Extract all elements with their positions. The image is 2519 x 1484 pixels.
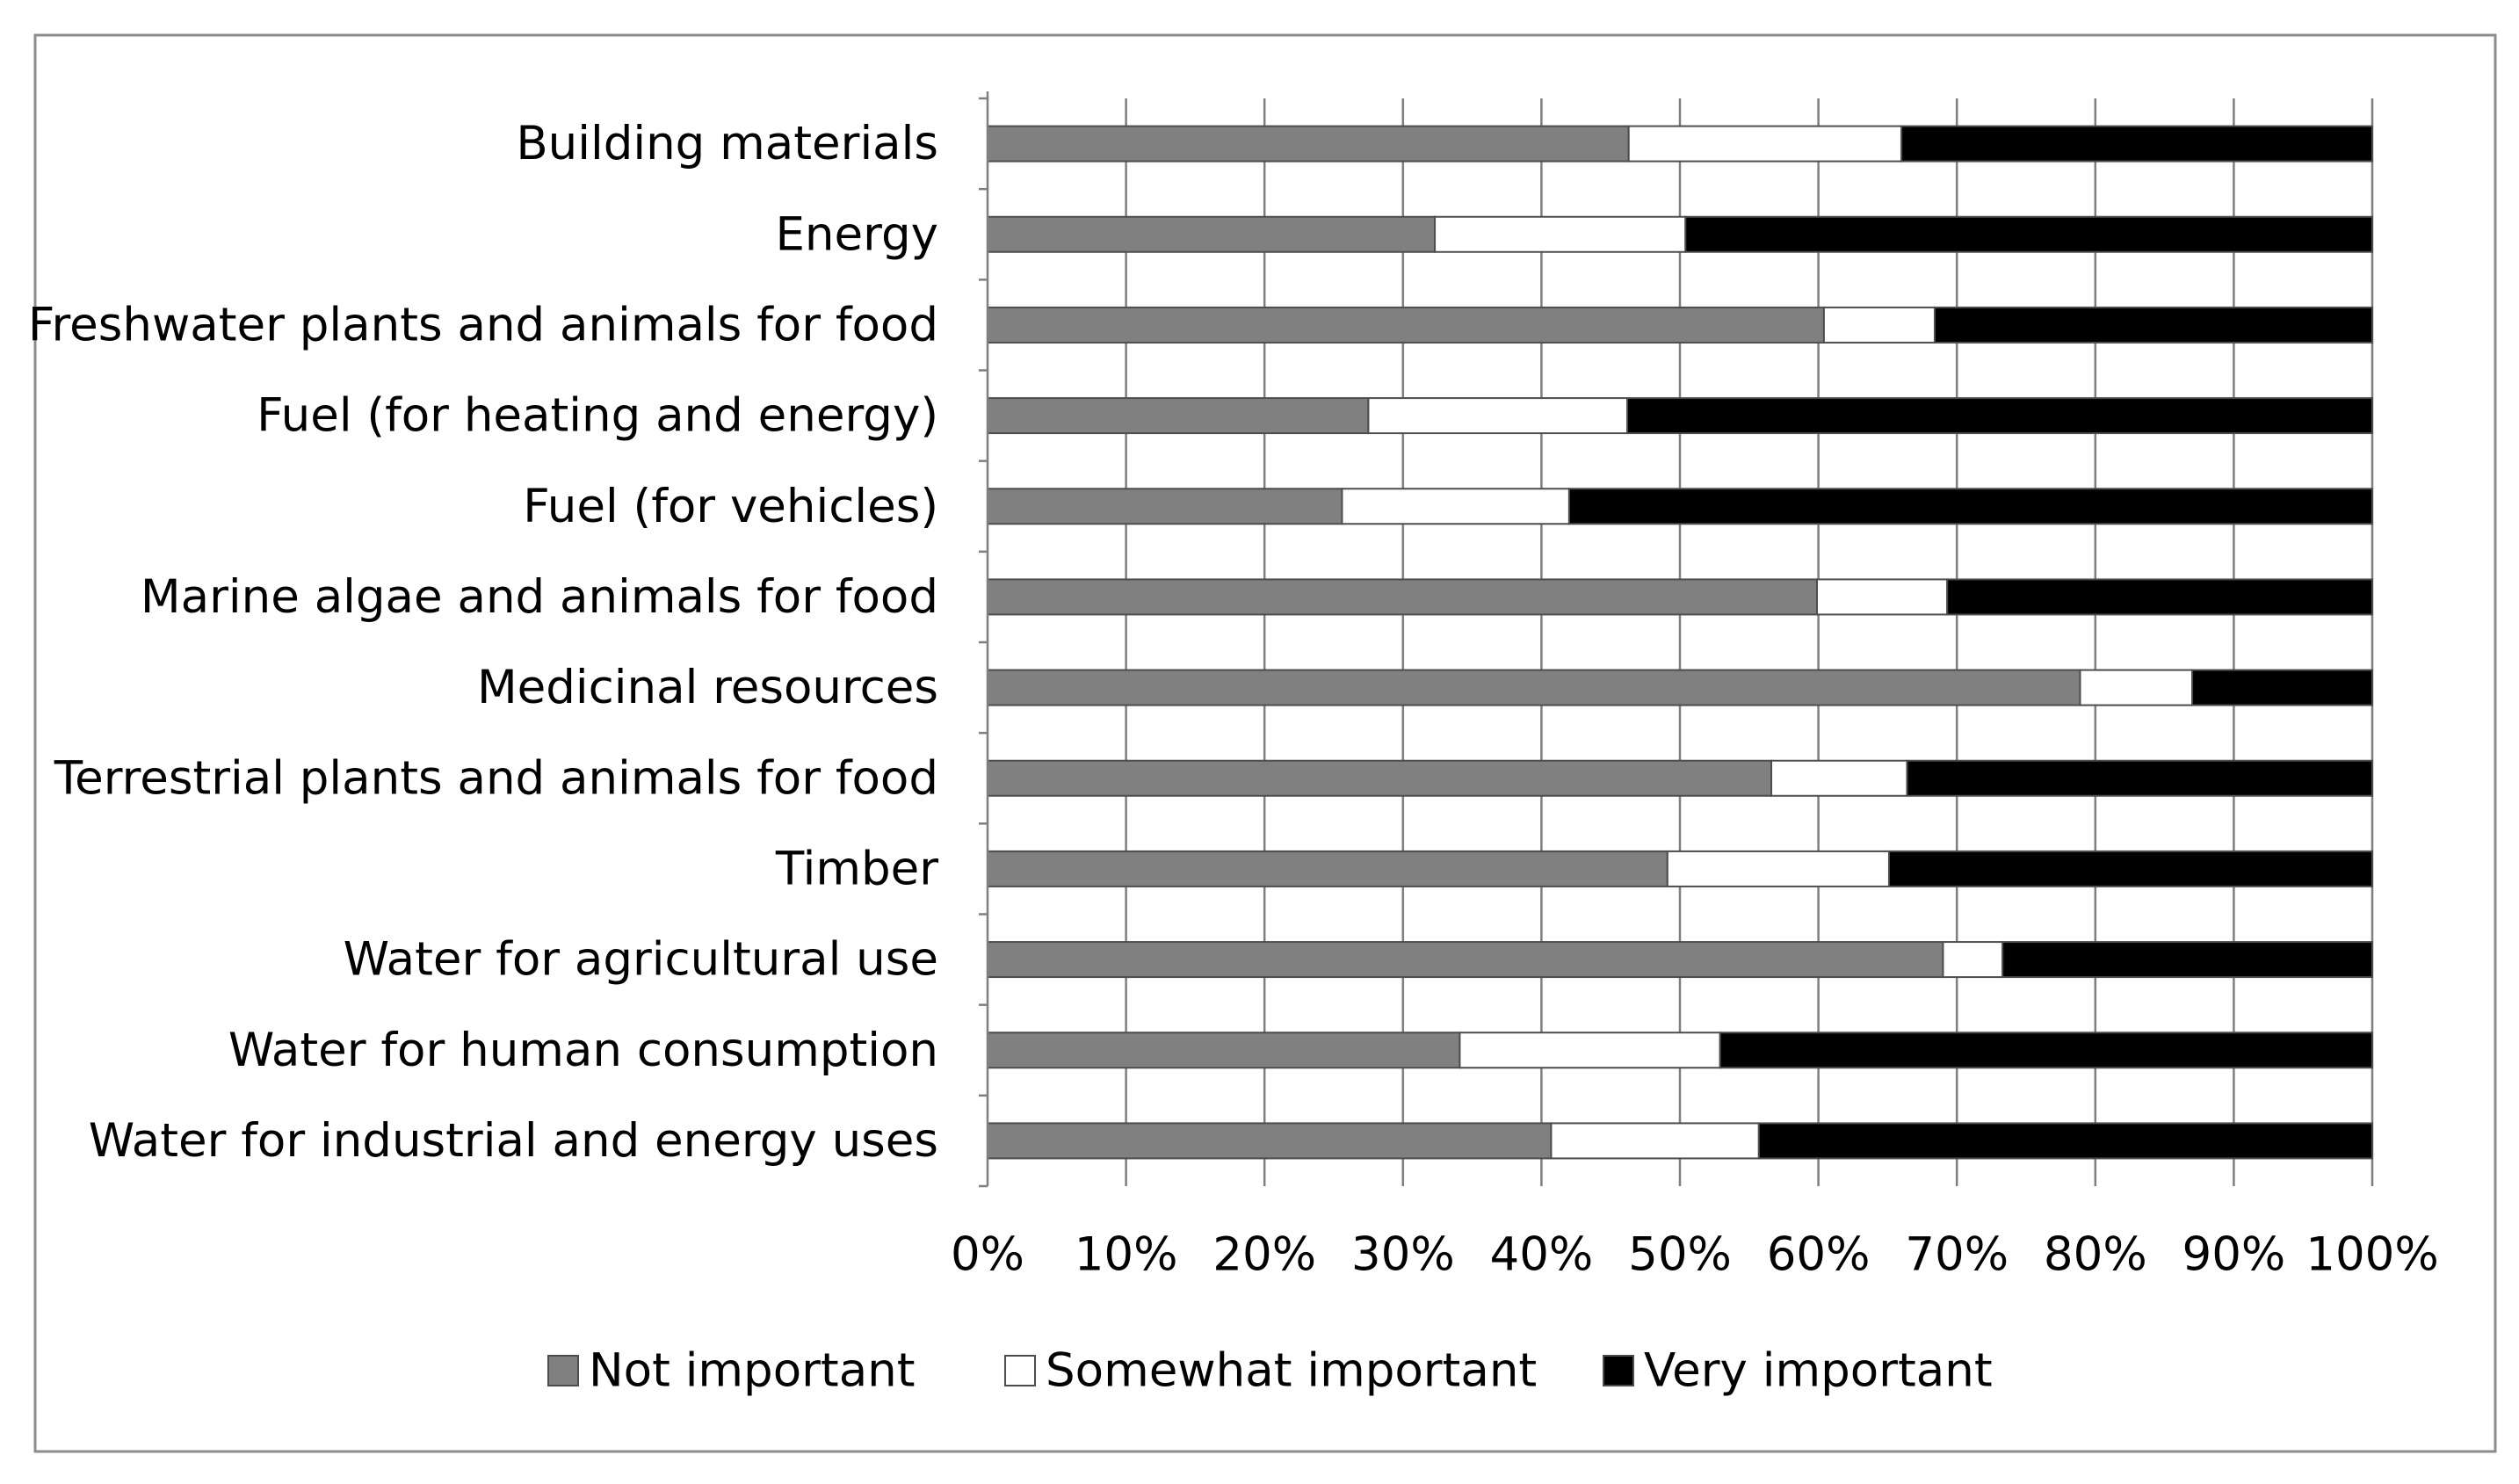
bar-segment-not-important xyxy=(987,759,1773,797)
bar-segment-not-important xyxy=(987,1122,1553,1160)
x-tick-label: 80% xyxy=(2044,1228,2147,1282)
legend-label: Very important xyxy=(1644,1344,1993,1398)
category-label: Energy xyxy=(775,207,938,261)
bar-segment-very-important xyxy=(1719,1032,2373,1069)
bar-segment-not-important xyxy=(987,669,2081,706)
category-label: Water for human consumption xyxy=(228,1024,938,1077)
bar-segment-somewhat-important xyxy=(1459,1032,1721,1069)
bar-segment-somewhat-important xyxy=(1550,1122,1760,1160)
bar-segment-not-important xyxy=(987,941,1944,979)
x-tick-label: 10% xyxy=(1075,1228,1178,1282)
category-label: Building materials xyxy=(516,117,938,170)
bar-segment-very-important xyxy=(1567,488,2374,525)
bar-segment-very-important xyxy=(2191,669,2374,706)
legend-swatch xyxy=(547,1355,579,1386)
legend-swatch xyxy=(1004,1355,1036,1386)
bar-segment-very-important xyxy=(1887,850,2374,887)
category-label: Water for industrial and energy uses xyxy=(89,1114,938,1168)
category-label: Fuel (for vehicles) xyxy=(523,480,938,533)
legend-label: Not important xyxy=(589,1344,916,1398)
category-label: Freshwater plants and animals for food xyxy=(28,298,938,351)
bar-segment-not-important xyxy=(987,1032,1461,1069)
bar-segment-very-important xyxy=(1933,306,2373,344)
bar-segment-very-important xyxy=(1906,759,2374,797)
category-label: Water for agricultural use xyxy=(344,933,938,987)
legend-swatch xyxy=(1603,1355,1634,1386)
bar-segment-not-important xyxy=(987,488,1343,525)
bar-segment-somewhat-important xyxy=(1816,578,1949,616)
x-tick-label: 0% xyxy=(951,1228,1024,1282)
bar-segment-very-important xyxy=(1900,125,2373,163)
category-label: Marine algae and animals for food xyxy=(141,570,938,624)
bar-segment-very-important xyxy=(1757,1122,2374,1160)
bar-segment-somewhat-important xyxy=(1942,941,2004,979)
category-label: Medicinal resources xyxy=(477,661,938,714)
x-tick-label: 100% xyxy=(2305,1228,2439,1282)
bar-segment-very-important xyxy=(1626,397,2374,435)
bar-segment-somewhat-important xyxy=(1341,488,1570,525)
x-tick-label: 70% xyxy=(1905,1228,2009,1282)
bar-segment-somewhat-important xyxy=(1627,125,1903,163)
bar-segment-not-important xyxy=(987,215,1437,253)
bars xyxy=(987,125,2374,1160)
bar-segment-not-important xyxy=(987,306,1825,344)
bar-segment-somewhat-important xyxy=(1770,759,1908,797)
bar-segment-very-important xyxy=(2001,941,2373,979)
gridlines xyxy=(1125,98,2374,1186)
legend-label: Somewhat important xyxy=(1046,1344,1537,1398)
x-tick-label: 20% xyxy=(1212,1228,1316,1282)
axes xyxy=(979,91,989,1188)
x-tick-label: 50% xyxy=(1628,1228,1732,1282)
x-tick-label: 30% xyxy=(1351,1228,1455,1282)
bar-segment-somewhat-important xyxy=(1822,306,1936,344)
bar-segment-not-important xyxy=(987,397,1370,435)
bar-segment-somewhat-important xyxy=(1367,397,1629,435)
bar-segment-not-important xyxy=(987,578,1819,616)
category-labels: Building materials Energy Freshwater plant… xyxy=(28,117,938,1168)
bar-segment-very-important xyxy=(1946,578,2373,616)
x-tick-label: 90% xyxy=(2182,1228,2285,1282)
category-label: Fuel (for heating and energy) xyxy=(257,389,938,443)
x-tick-label: 40% xyxy=(1489,1228,1593,1282)
bar-segment-somewhat-important xyxy=(1434,215,1687,253)
x-tick-labels: 0% 10% 20% 30% 40% 50% 60% 70% 80% 90% 100% xyxy=(951,1228,2439,1282)
legend: Not important Somewhat important Very impo… xyxy=(547,1344,1993,1398)
bar-segment-not-important xyxy=(987,850,1668,887)
bar-segment-somewhat-important xyxy=(1666,850,1890,887)
category-label: Terrestrial plants and animals for food xyxy=(54,751,938,805)
bar-segment-not-important xyxy=(987,125,1630,163)
category-label: Timber xyxy=(775,842,938,895)
bar-segment-very-important xyxy=(1684,215,2373,253)
x-tick-label: 60% xyxy=(1767,1228,1871,1282)
bar-segment-somewhat-important xyxy=(2079,669,2194,706)
